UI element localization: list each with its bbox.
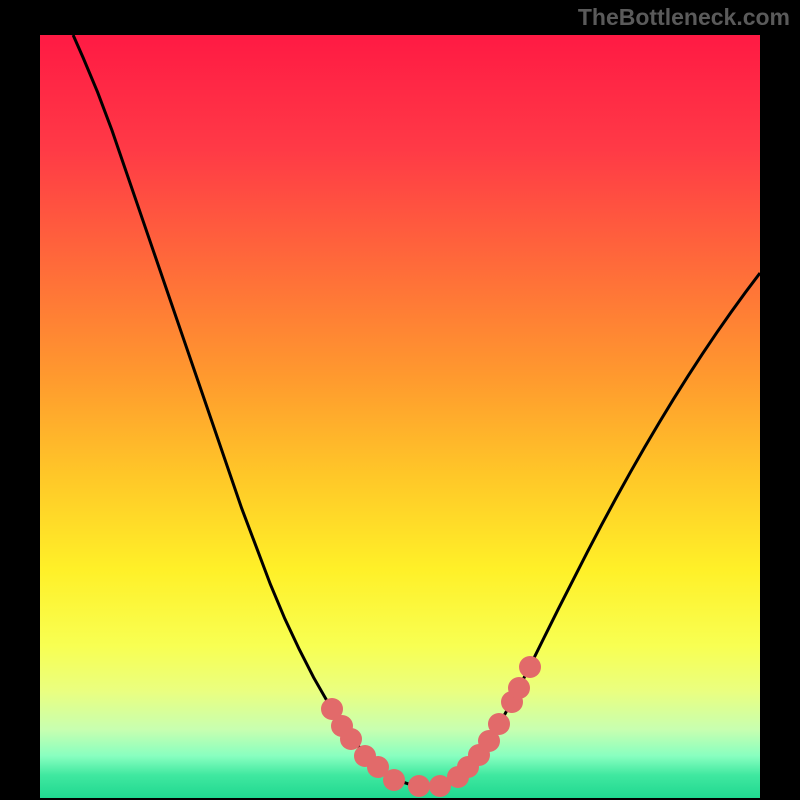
watermark-text: TheBottleneck.com — [578, 4, 790, 31]
bottleneck-curve — [73, 35, 760, 787]
data-marker — [508, 677, 530, 699]
data-marker — [383, 769, 405, 791]
data-marker — [408, 775, 430, 797]
data-marker — [519, 656, 541, 678]
curve-svg — [40, 35, 760, 798]
data-marker — [488, 713, 510, 735]
plot-area — [40, 35, 760, 798]
